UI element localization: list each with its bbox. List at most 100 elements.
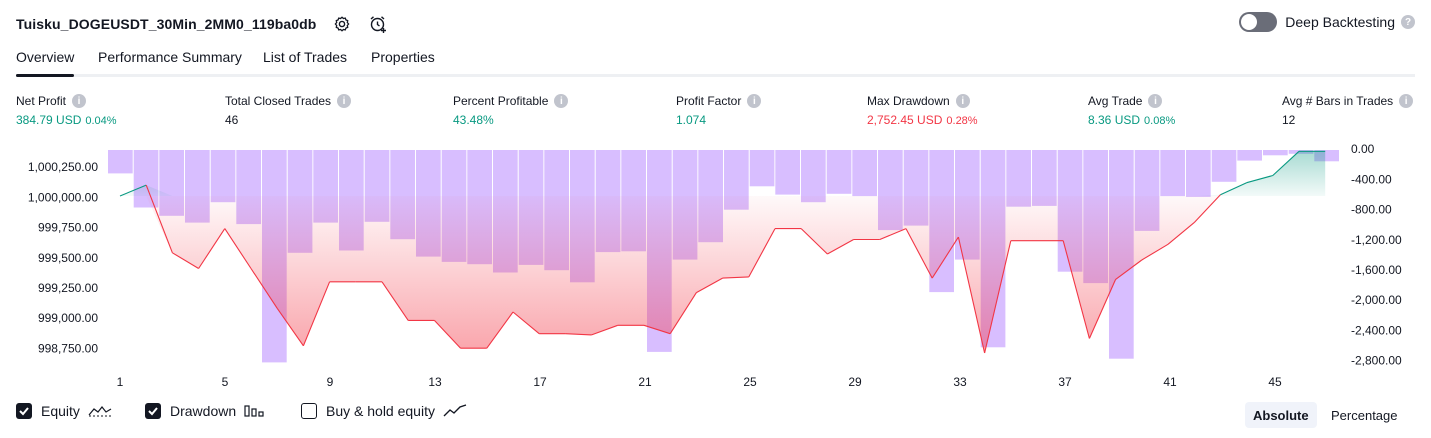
left-axis-tick: 999,500.00 xyxy=(38,251,98,265)
drawdown-bar xyxy=(827,150,852,194)
right-axis-tick: -400.00 xyxy=(1351,172,1392,186)
drawdown-bar xyxy=(108,150,133,173)
metric-profit-factor: Profit Factor i 1.074 xyxy=(676,94,761,127)
tab-properties[interactable]: Properties xyxy=(371,49,435,65)
x-axis-tick: 33 xyxy=(953,375,967,389)
tab-list-of-trades[interactable]: List of Trades xyxy=(263,49,347,65)
metric-percent-profitable: Percent Profitable i 43.48% xyxy=(453,94,568,127)
right-axis-tick: -2,800.00 xyxy=(1351,354,1402,368)
drawdown-bar xyxy=(1160,150,1185,196)
left-axis-tick: 998,750.00 xyxy=(38,341,98,355)
metric-value: 1.074 xyxy=(676,113,706,127)
strategy-header: Tuisku_DOGEUSDT_30Min_2MM0_119ba0db xyxy=(16,12,388,36)
info-icon[interactable]: i xyxy=(747,94,761,108)
right-axis-tick: -800.00 xyxy=(1351,203,1392,217)
metric-net-profit: Net Profit i 384.79 USD 0.04% xyxy=(16,94,117,127)
metric-percent: 0.04% xyxy=(85,115,116,127)
drawdown-bar xyxy=(1263,150,1288,155)
left-axis-tick: 999,000.00 xyxy=(38,311,98,325)
drawdown-bar xyxy=(852,150,877,196)
metric-total-closed-trades: Total Closed Trades i 46 xyxy=(225,94,351,127)
metric-label: Profit Factor xyxy=(676,94,741,108)
drawdown-bar xyxy=(1186,150,1211,197)
left-axis-tick: 1,000,250.00 xyxy=(28,160,98,174)
info-icon[interactable]: i xyxy=(1399,94,1413,108)
x-axis-tick: 1 xyxy=(117,375,124,389)
deep-backtesting: Deep Backtesting ? xyxy=(1239,12,1415,32)
legend-buy-hold-label: Buy & hold equity xyxy=(326,403,435,419)
metric-label: Avg Trade xyxy=(1088,94,1142,108)
info-icon[interactable]: i xyxy=(956,94,970,108)
metric-max-drawdown: Max Drawdown i 2,752.45 USD 0.28% xyxy=(867,94,978,127)
metric-avg-trade: Avg Trade i 8.36 USD 0.08% xyxy=(1088,94,1175,127)
equity-checkbox[interactable] xyxy=(16,403,32,419)
toggle-knob xyxy=(1241,14,1257,30)
x-axis-tick: 9 xyxy=(327,375,334,389)
settings-icon[interactable] xyxy=(332,14,352,34)
drawdown-checkbox[interactable] xyxy=(145,403,161,419)
right-axis-tick: 0.00 xyxy=(1351,142,1375,156)
drawdown-bar xyxy=(211,150,236,202)
drawdown-bar xyxy=(1212,150,1237,182)
buy-hold-line-icon xyxy=(443,404,467,418)
drawdown-bar xyxy=(775,150,800,195)
tab-bar: Overview Performance Summary List of Tra… xyxy=(16,46,1415,77)
left-axis-tick: 999,750.00 xyxy=(38,221,98,235)
buy-hold-checkbox[interactable] xyxy=(301,403,317,419)
x-axis-tick: 5 xyxy=(222,375,229,389)
metric-value: 384.79 USD xyxy=(16,113,81,127)
legend-drawdown[interactable]: Drawdown xyxy=(145,403,264,419)
metric-avg-bars: Avg # Bars in Trades i 12 xyxy=(1282,94,1413,127)
x-axis-tick: 29 xyxy=(848,375,862,389)
legend-drawdown-label: Drawdown xyxy=(170,403,236,419)
metric-label: Max Drawdown xyxy=(867,94,950,108)
deep-backtesting-toggle[interactable] xyxy=(1239,12,1277,32)
help-icon[interactable]: ? xyxy=(1401,15,1415,29)
left-axis-tick: 999,250.00 xyxy=(38,281,98,295)
x-axis-tick: 13 xyxy=(428,375,442,389)
x-axis-tick: 41 xyxy=(1163,375,1177,389)
absolute-button[interactable]: Absolute xyxy=(1245,402,1317,428)
legend-buy-hold[interactable]: Buy & hold equity xyxy=(301,403,467,419)
info-icon[interactable]: i xyxy=(337,94,351,108)
legend-equity-label: Equity xyxy=(41,403,80,419)
info-icon[interactable]: i xyxy=(72,94,86,108)
metric-label: Percent Profitable xyxy=(453,94,548,108)
metric-value: 43.48% xyxy=(453,113,494,127)
drawdown-bar xyxy=(1237,150,1262,161)
legend-equity[interactable]: Equity xyxy=(16,403,112,419)
alert-clock-icon[interactable] xyxy=(368,14,388,34)
metric-value: 46 xyxy=(225,113,238,127)
tab-overview[interactable]: Overview xyxy=(16,49,74,65)
equity-drawdown-chart[interactable]: 1,000,250.00 1,000,000.00 999,750.00 999,50… xyxy=(0,140,1431,395)
right-axis-tick: -2,000.00 xyxy=(1351,293,1402,307)
equity-loss-area xyxy=(120,196,1325,353)
metric-value: 2,752.45 USD xyxy=(867,113,942,127)
right-axis-tick: -2,400.00 xyxy=(1351,323,1402,337)
metric-percent: 0.08% xyxy=(1144,115,1175,127)
metric-label: Avg # Bars in Trades xyxy=(1282,94,1393,108)
deep-backtesting-label: Deep Backtesting xyxy=(1285,14,1395,30)
metric-label: Total Closed Trades xyxy=(225,94,331,108)
x-axis-tick: 17 xyxy=(533,375,547,389)
info-icon[interactable]: i xyxy=(554,94,568,108)
equity-line-icon xyxy=(88,404,112,418)
percentage-button[interactable]: Percentage xyxy=(1323,402,1406,428)
right-axis-tick: -1,200.00 xyxy=(1351,233,1402,247)
tab-performance-summary[interactable]: Performance Summary xyxy=(98,49,242,65)
x-axis-tick: 37 xyxy=(1058,375,1072,389)
right-axis-tick: -1,600.00 xyxy=(1351,263,1402,277)
x-axis-tick: 45 xyxy=(1268,375,1282,389)
drawdown-bar xyxy=(750,150,775,186)
x-axis-tick: 25 xyxy=(743,375,757,389)
info-icon[interactable]: i xyxy=(1148,94,1162,108)
drawdown-bars-icon xyxy=(244,404,264,418)
left-axis-tick: 1,000,000.00 xyxy=(28,190,98,204)
strategy-title: Tuisku_DOGEUSDT_30Min_2MM0_119ba0db xyxy=(16,16,316,32)
metric-percent: 0.28% xyxy=(946,115,977,127)
metric-value: 8.36 USD xyxy=(1088,113,1140,127)
metric-value: 12 xyxy=(1282,113,1295,127)
x-axis-tick: 21 xyxy=(638,375,652,389)
drawdown-bar xyxy=(801,150,826,202)
metric-label: Net Profit xyxy=(16,94,66,108)
